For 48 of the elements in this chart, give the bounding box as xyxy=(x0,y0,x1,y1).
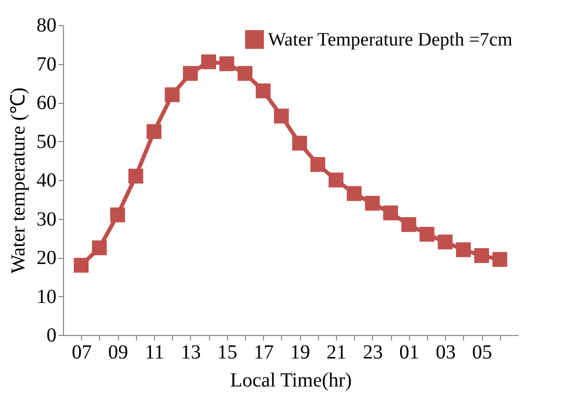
point xyxy=(146,124,162,139)
point xyxy=(346,186,362,201)
x-tick-label: 23 xyxy=(362,342,383,364)
point xyxy=(328,172,344,188)
point xyxy=(219,56,234,72)
point xyxy=(182,66,198,81)
y-tick-label: 30 xyxy=(36,208,56,230)
point xyxy=(74,258,89,273)
y-tick-label: 60 xyxy=(36,92,56,114)
point xyxy=(474,248,490,263)
y-tick-label: 80 xyxy=(36,14,56,36)
point xyxy=(456,242,471,258)
legend-label: Water Temperature Depth =7cm xyxy=(268,30,513,50)
x-tick-label: 07 xyxy=(72,342,92,364)
y-tick-label: 20 xyxy=(36,247,56,269)
x-tick-label: 21 xyxy=(326,342,346,364)
point xyxy=(383,206,398,220)
x-axis-title: Local Time(hr) xyxy=(230,370,352,392)
y-tick-label: 70 xyxy=(36,53,56,76)
point xyxy=(292,136,308,151)
point xyxy=(164,87,180,102)
point xyxy=(92,240,107,256)
point xyxy=(492,252,508,267)
point xyxy=(238,66,252,81)
point xyxy=(274,108,289,124)
x-tick-label: 17 xyxy=(254,342,274,364)
x-tick-label: 15 xyxy=(217,342,238,364)
point xyxy=(310,157,326,172)
y-tick-label: 40 xyxy=(36,170,56,192)
x-tick-label: 13 xyxy=(180,342,201,364)
point xyxy=(420,226,434,242)
x-tick-label: 01 xyxy=(399,342,420,364)
y-tick-label: 10 xyxy=(36,286,56,308)
y-axis-title: Water temperature (℃) xyxy=(8,87,30,274)
y-tick-label: 0 xyxy=(46,324,56,346)
point xyxy=(438,234,453,250)
x-tick-label: 11 xyxy=(144,342,164,364)
x-tick-label: 03 xyxy=(436,342,456,364)
x-tick-label: 05 xyxy=(472,342,492,364)
point xyxy=(128,168,144,184)
y-tick-label: 50 xyxy=(36,130,56,153)
point xyxy=(110,207,126,222)
x-tick-label: 09 xyxy=(108,342,128,364)
point xyxy=(256,83,271,98)
point xyxy=(201,54,216,70)
x-tick-label: 19 xyxy=(290,342,310,364)
point xyxy=(364,196,380,211)
point xyxy=(401,217,416,232)
